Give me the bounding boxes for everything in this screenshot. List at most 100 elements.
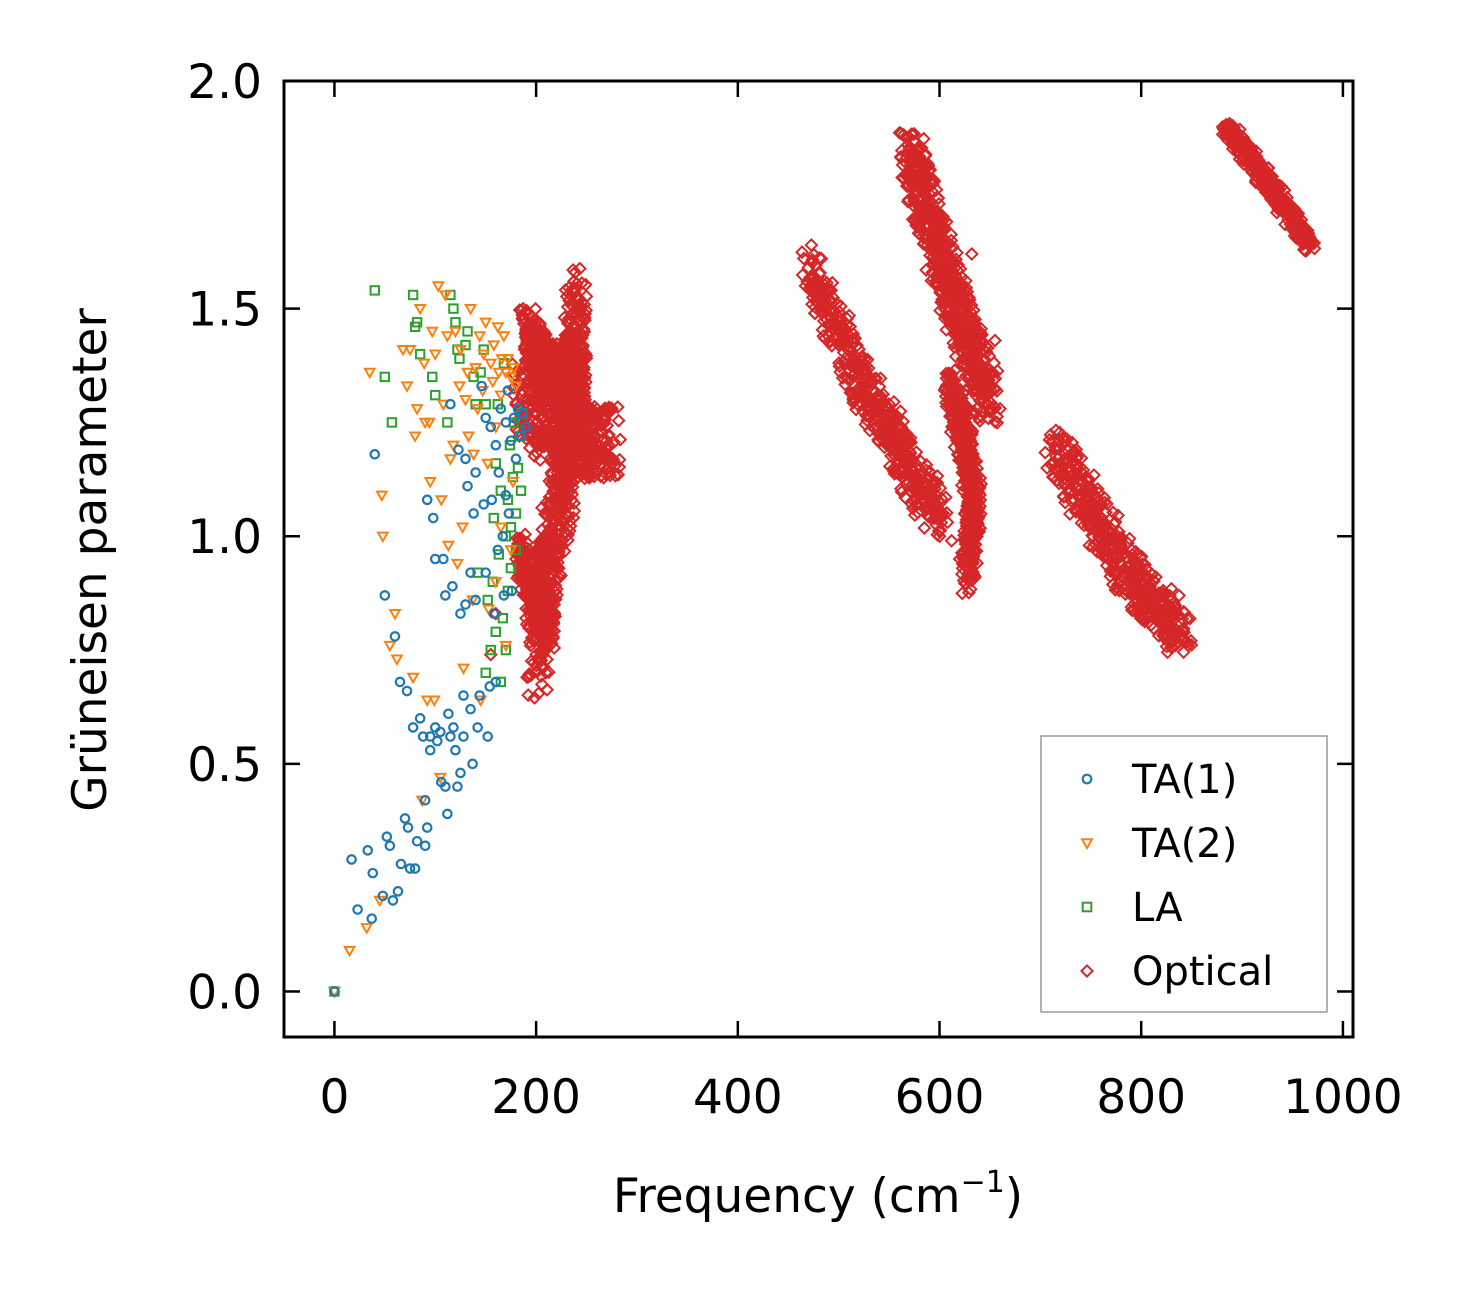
- optical-point: [1302, 237, 1317, 252]
- ta1-point: [389, 631, 401, 642]
- ta1-point: [414, 713, 426, 724]
- ta1-point: [367, 867, 379, 879]
- x-tick-label: 1000: [1283, 1070, 1403, 1125]
- ta1-point: [465, 703, 476, 715]
- optical-point: [560, 490, 575, 505]
- optical-point: [1181, 638, 1196, 653]
- ta1-point: [411, 835, 423, 847]
- ta2-point: [491, 322, 505, 334]
- optical-point: [604, 401, 619, 416]
- optical-point: [959, 294, 975, 309]
- ta2-point: [467, 449, 481, 462]
- optical-point: [564, 283, 579, 298]
- ta1-point: [399, 813, 411, 824]
- optical-point: [954, 567, 969, 582]
- ta2-point: [495, 354, 509, 366]
- optical-point: [1048, 423, 1063, 438]
- optical-point: [824, 296, 839, 311]
- ta1-point: [407, 722, 419, 733]
- optical-point: [816, 292, 831, 307]
- optical-point: [967, 570, 982, 585]
- optical-point: [931, 232, 946, 247]
- plot-area: [327, 116, 1322, 999]
- ta1-point: [404, 863, 416, 874]
- ta1-point: [384, 840, 396, 852]
- optical-point: [518, 305, 533, 320]
- ta1-point: [424, 731, 436, 742]
- ta1-point: [490, 439, 502, 451]
- ta2-point: [499, 640, 513, 653]
- optical-point: [966, 544, 981, 559]
- ta1-point: [453, 444, 464, 456]
- optical-point: [823, 334, 838, 349]
- optical-point: [572, 419, 587, 434]
- ta1-point: [401, 685, 413, 697]
- optical-point: [1307, 241, 1322, 256]
- optical-point: [577, 310, 592, 325]
- optical-point: [1042, 432, 1057, 447]
- optical-point: [577, 435, 592, 450]
- optical-point: [925, 483, 940, 498]
- optical-point: [832, 355, 847, 370]
- la-point: [450, 317, 461, 328]
- optical-point: [551, 545, 566, 560]
- optical-point: [527, 449, 542, 464]
- series-ta-1-: [329, 380, 532, 997]
- optical-point: [831, 338, 846, 353]
- optical-point: [1245, 160, 1260, 175]
- optical-point: [958, 297, 973, 312]
- ta2-point: [428, 349, 442, 361]
- optical-point: [977, 352, 992, 367]
- optical-point: [913, 192, 929, 207]
- optical-point: [561, 416, 576, 431]
- optical-point: [1052, 442, 1067, 457]
- ta2-point: [396, 344, 410, 357]
- ta1-point: [455, 767, 466, 779]
- y-tick-label: 0.5: [187, 738, 262, 793]
- optical-point: [963, 572, 978, 587]
- ta2-point: [501, 354, 515, 366]
- optical-point: [955, 292, 970, 307]
- ta2-point: [458, 395, 473, 407]
- ta2-point: [484, 358, 498, 371]
- ta1-point: [505, 435, 517, 446]
- optical-point: [602, 454, 617, 469]
- ta1-point: [465, 567, 476, 578]
- optical-point: [933, 220, 948, 235]
- ta1-point: [448, 722, 459, 733]
- legend-marker: [1081, 901, 1093, 913]
- optical-point: [525, 571, 540, 586]
- optical-point: [909, 470, 924, 485]
- optical-point: [848, 331, 863, 346]
- ta2-point: [390, 654, 404, 666]
- ta2-point: [469, 363, 483, 375]
- ta1-point: [478, 499, 489, 510]
- optical-point: [574, 440, 589, 455]
- la-point: [411, 317, 423, 328]
- optical-point: [882, 434, 897, 449]
- optical-point: [1183, 633, 1198, 648]
- optical-point: [561, 527, 576, 542]
- optical-point: [590, 449, 605, 464]
- optical-point: [519, 611, 534, 626]
- optical-point: [963, 582, 978, 597]
- la-point: [488, 512, 499, 524]
- optical-point: [528, 301, 543, 316]
- ta2-point: [452, 381, 467, 393]
- optical-point: [814, 251, 829, 266]
- optical-point: [543, 637, 558, 652]
- optical-point: [813, 265, 828, 280]
- optical-point: [557, 411, 572, 426]
- optical-point: [1056, 490, 1071, 505]
- optical-point: [945, 374, 960, 389]
- ta2-point: [408, 431, 422, 443]
- la-point: [448, 303, 459, 314]
- ta1-point: [366, 913, 378, 924]
- ta2-point: [464, 303, 478, 316]
- ta1-point: [440, 590, 451, 601]
- ta1-point: [502, 385, 514, 396]
- optical-point: [1146, 573, 1161, 588]
- optical-point: [919, 228, 934, 243]
- optical-point: [588, 417, 603, 432]
